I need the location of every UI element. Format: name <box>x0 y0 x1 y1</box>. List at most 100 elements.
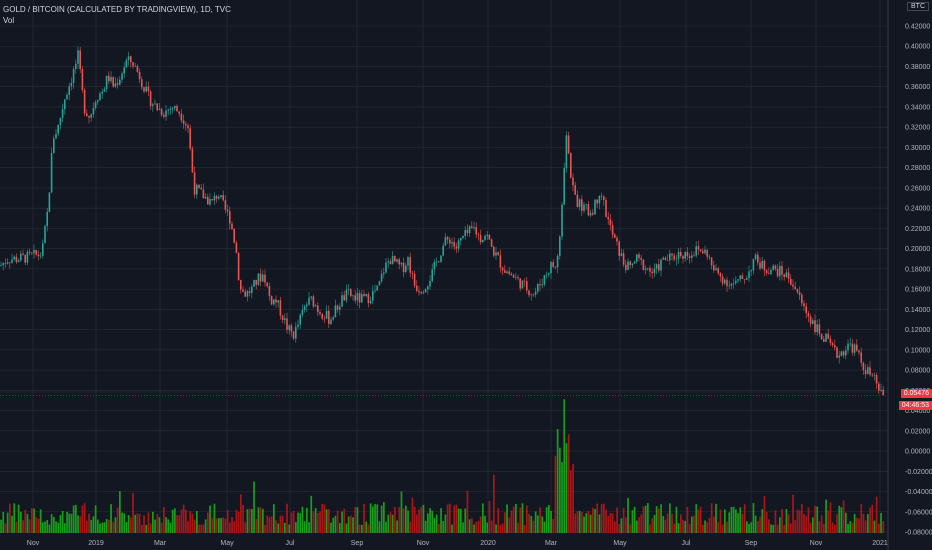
candle-body <box>548 273 550 275</box>
symbol-title[interactable]: GOLD / BITCOIN (CALCULATED BY TRADINGVIE… <box>3 5 231 14</box>
candle-body <box>748 271 750 279</box>
volume-bar <box>24 510 27 533</box>
y-tick-label: 0.36000 <box>905 84 930 91</box>
candle-body <box>231 223 233 230</box>
y-tick-label: 0.24000 <box>905 206 930 213</box>
volume-bar <box>803 514 805 533</box>
candle-body <box>17 260 20 263</box>
candle-body <box>407 257 409 266</box>
candle-body <box>475 227 477 235</box>
volume-bar <box>741 513 744 533</box>
volume-bar <box>484 515 486 533</box>
volume-bar <box>193 519 196 533</box>
candle-body <box>671 253 673 256</box>
volume-bar <box>539 507 541 533</box>
candle-body <box>710 257 713 266</box>
volume-bar <box>774 510 777 533</box>
volume-bar <box>618 523 621 533</box>
candle-body <box>405 265 407 273</box>
volume-bar <box>812 517 814 533</box>
candle-body <box>614 234 616 238</box>
candle-body <box>677 251 680 259</box>
candle-body <box>847 343 849 351</box>
candle-body <box>682 255 684 259</box>
candle-body <box>550 262 552 274</box>
volume-bar <box>735 509 737 533</box>
volume-bar <box>713 516 715 533</box>
volume-bar <box>266 515 269 533</box>
candle-body <box>864 370 867 375</box>
y-tick-label: 0.02000 <box>905 428 930 435</box>
volume-bar <box>222 517 225 533</box>
candle-body <box>125 60 128 68</box>
candle-body <box>242 289 244 292</box>
candle-body <box>88 115 90 118</box>
candle-body <box>248 291 251 293</box>
volume-bar <box>48 524 51 533</box>
volume-bar <box>380 505 383 533</box>
volume-bar <box>158 517 161 533</box>
candle-body <box>121 73 123 80</box>
candle-body <box>596 199 598 204</box>
candle-body <box>759 262 761 269</box>
candle-body <box>402 262 405 273</box>
volume-bar <box>880 512 882 533</box>
volume-bar <box>556 429 559 533</box>
volume-bar <box>281 515 284 533</box>
candle-body <box>453 242 455 247</box>
candle-body <box>730 283 733 286</box>
volume-bar <box>532 520 535 533</box>
candle-body <box>519 278 521 289</box>
candle-body <box>743 279 746 280</box>
volume-bar <box>638 517 640 533</box>
candle-body <box>288 325 290 330</box>
volume-bar <box>611 513 614 533</box>
candle-body <box>429 280 431 287</box>
x-tick-label: Sep <box>745 540 758 547</box>
candle-body <box>829 338 832 344</box>
candle-body <box>193 172 196 195</box>
candle-body <box>39 255 42 257</box>
candle-body <box>70 82 73 87</box>
volume-label[interactable]: Vol <box>3 16 15 25</box>
volume-bar <box>666 513 669 533</box>
candle-body <box>105 75 108 90</box>
volume-bar <box>820 515 823 533</box>
candle-body <box>290 325 293 332</box>
volume-bar <box>816 506 819 533</box>
volume-bar <box>561 462 563 533</box>
candle-body <box>301 310 304 315</box>
volume-bar <box>554 455 557 533</box>
candle-body <box>394 256 396 262</box>
candle-body <box>325 310 328 319</box>
candle-body <box>367 294 370 304</box>
candle-body <box>112 76 114 87</box>
volume-bar <box>310 495 313 533</box>
candle-body <box>72 69 75 83</box>
volume-bar <box>97 519 99 533</box>
volume-bar <box>686 506 689 533</box>
y-tick-label: 0.20000 <box>905 246 930 253</box>
candle-body <box>585 204 587 205</box>
volume-bar <box>737 513 739 533</box>
volume-bar <box>262 508 264 533</box>
time-axis[interactable]: Nov 2019 Mar May Jul Sep Nov 2020 Mar May Jul Sep No… <box>27 540 888 547</box>
price-axis[interactable]: 0.42000 0.40000 0.38000 0.36000 0.34000 0.320… <box>887 0 932 550</box>
candle-body <box>455 246 458 249</box>
candle-body <box>807 313 810 317</box>
candle-body <box>827 333 829 339</box>
volume-bar <box>851 522 854 533</box>
candle-body <box>796 289 799 293</box>
volume-bar <box>825 499 827 533</box>
currency-badge[interactable]: BTC <box>907 2 929 11</box>
volume-bar <box>578 510 581 533</box>
volume-bar <box>488 500 491 533</box>
volume-bar <box>207 512 209 533</box>
volume-bar <box>277 523 280 533</box>
volume-bar <box>671 513 673 533</box>
candle-body <box>361 294 363 303</box>
volume-bar <box>6 512 9 533</box>
candle-body <box>695 246 697 256</box>
volume-bar <box>90 519 93 533</box>
